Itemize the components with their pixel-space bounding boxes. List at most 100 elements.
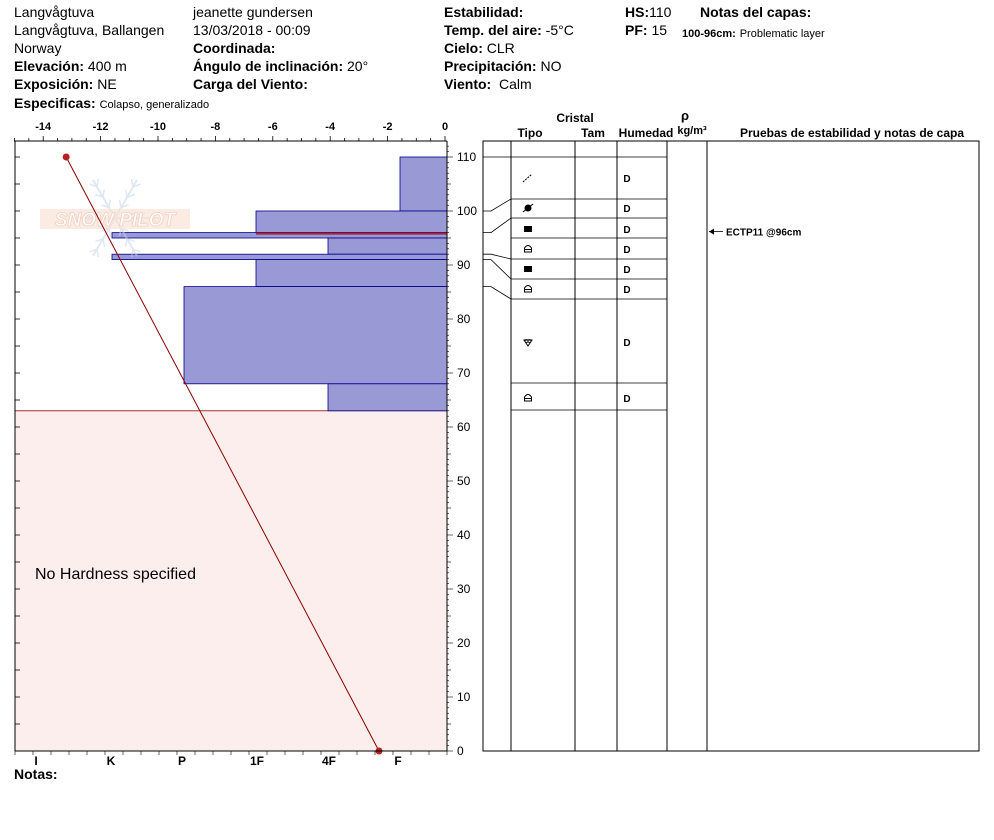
layer-connector xyxy=(483,217,512,234)
snowflake-branch xyxy=(102,189,106,198)
temp-tick-label: -12 xyxy=(93,121,109,133)
stability-test-label: ECTP11 @96cm xyxy=(726,228,801,239)
hardness-bar-8 xyxy=(327,383,448,412)
header-density-unit: kg/m³ xyxy=(677,125,707,137)
height-tick-label: 50 xyxy=(457,474,471,488)
temp-tick-label: -10 xyxy=(150,121,166,133)
grain-row-7: D xyxy=(523,338,631,349)
hardness-bar-7 xyxy=(183,286,448,385)
observation-datetime: 13/03/2018 - 00:09 xyxy=(193,22,311,38)
layer-note-text: Problematic layer xyxy=(739,28,825,40)
snowflake-branch xyxy=(84,217,92,224)
snowflake-branch xyxy=(108,199,112,208)
snowpilot-logo-band xyxy=(40,209,190,229)
header-tam: Tam xyxy=(581,126,605,140)
faceted-crystals-icon xyxy=(524,245,532,253)
grain-row-8: D xyxy=(524,394,631,405)
layer-connector xyxy=(483,198,512,212)
hardness-bar-5 xyxy=(111,253,448,260)
temp-tick-label: -6 xyxy=(268,121,278,133)
sky-value: CLR xyxy=(486,40,515,56)
header-cristal: Cristal xyxy=(556,111,593,125)
height-tick-label: 90 xyxy=(457,258,471,272)
temp-tick-label: -4 xyxy=(325,121,336,133)
elevation-value: 400 m xyxy=(87,58,127,74)
surface-hoar-icon-slash xyxy=(522,203,534,213)
snowflake-branch xyxy=(150,212,158,219)
snowflake-branch xyxy=(120,227,129,232)
snowflake-branch xyxy=(72,212,80,219)
melt-freeze-crust-icon xyxy=(524,226,532,232)
snowflake-branch xyxy=(126,212,134,219)
hardness-bar-4 xyxy=(327,237,448,255)
location-region: Langvågtuva, Ballangen xyxy=(14,22,165,38)
temperature-line xyxy=(65,156,380,752)
header-tests: Pruebas de estabilidad y notas de capa xyxy=(740,126,964,140)
snowflake-branch xyxy=(84,212,92,219)
precip-row: Precipitación: NO xyxy=(444,58,561,74)
stability-label: Estabilidad: xyxy=(444,4,524,20)
snowflake-branch xyxy=(102,238,106,247)
air-temp-value: -5°C xyxy=(545,22,574,38)
layer-note-row: 100-96cm: Problematic layer xyxy=(682,24,825,42)
header-tipo: Tipo xyxy=(517,126,542,140)
moisture-code: D xyxy=(623,204,630,215)
melt-freeze-crust-icon xyxy=(524,266,532,272)
snowflake-branch xyxy=(138,212,146,219)
grain-row-2: D xyxy=(522,203,631,215)
snowflake-branch xyxy=(130,249,134,258)
hs-row: HS:110 xyxy=(625,4,671,20)
snowflake-branch xyxy=(130,178,134,187)
exposure-row: Exposición: NE xyxy=(14,76,117,92)
temperature-point-1 xyxy=(62,153,70,161)
height-tick-label: 80 xyxy=(457,312,471,326)
moisture-code: D xyxy=(623,265,630,276)
temp-tick-label: -8 xyxy=(211,121,221,133)
pf-label: PF: xyxy=(625,22,648,38)
precip-value: NO xyxy=(540,58,562,74)
pf-row: PF: 15 xyxy=(625,22,667,38)
layer-notes-label: Notas del capas: xyxy=(700,4,812,20)
elevation-row: Elevación: 400 m xyxy=(14,58,127,74)
hardness-tick-label: P xyxy=(178,754,186,768)
stability-test-arrowhead xyxy=(709,228,714,235)
snowflake-branch xyxy=(138,217,146,224)
moisture-code: D xyxy=(623,174,630,185)
air-temp-row: Temp. del aire: -5°C xyxy=(444,22,574,38)
snowflake-branch xyxy=(95,193,104,198)
height-tick-label: 70 xyxy=(457,366,471,380)
hs-value: 110 xyxy=(649,4,672,20)
pf-value: 15 xyxy=(651,22,668,38)
moisture-code: D xyxy=(623,225,630,236)
snowpilot-watermark: SNOW PILOT xyxy=(40,178,190,258)
exposure-label: Exposición: xyxy=(14,76,94,92)
snowflake-branch xyxy=(96,212,104,219)
header-rho: ρ xyxy=(681,108,689,123)
snowflake-branch xyxy=(89,183,98,188)
snowflake-branch xyxy=(89,248,98,253)
no-hardness-text: No Hardness specified xyxy=(35,566,196,583)
temp-tick-label: -14 xyxy=(35,121,52,133)
height-tick-label: 30 xyxy=(457,582,471,596)
snowflake-branch xyxy=(101,227,110,232)
sky-row: Cielo: CLR xyxy=(444,40,515,56)
decomposing-particles-icon xyxy=(522,173,533,183)
snowflake-branch xyxy=(96,178,100,187)
moisture-code: D xyxy=(623,285,630,296)
snowflake-branch xyxy=(124,238,128,247)
height-tick-label: 100 xyxy=(457,204,477,218)
moisture-code: D xyxy=(623,245,630,256)
hardness-bar-6 xyxy=(255,259,448,288)
height-tick-label: 110 xyxy=(457,150,476,164)
hs-label: HS: xyxy=(625,4,650,20)
specifics-row: Especificas: Colapso, generalizado xyxy=(14,95,209,113)
notes-label: Notas: xyxy=(14,766,58,782)
snowflake-branch xyxy=(150,217,158,224)
temp-tick-label: 0 xyxy=(442,121,448,133)
layer-note-depth: 100-96cm: xyxy=(682,28,736,40)
hardness-tick-label: I xyxy=(34,754,37,768)
layer-table-frame xyxy=(482,140,980,752)
rounding-facets-icon-dot xyxy=(527,339,532,343)
faceted-crystals-icon xyxy=(524,394,532,402)
